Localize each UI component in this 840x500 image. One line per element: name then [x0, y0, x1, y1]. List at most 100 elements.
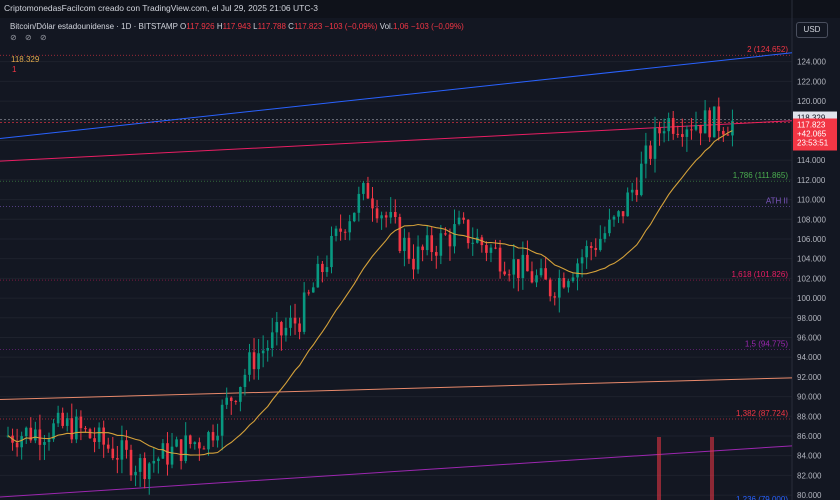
candle-body — [321, 263, 324, 273]
candle-body — [170, 446, 174, 465]
candle-body — [475, 237, 479, 243]
watermark-text: CriptomonedasFacilcom creado con Trading… — [4, 3, 319, 13]
candle-body — [252, 352, 256, 370]
candle-body — [298, 323, 301, 332]
candle-body — [430, 235, 434, 253]
candle-body — [434, 252, 438, 256]
candle-body — [143, 458, 146, 480]
candle-body — [585, 246, 588, 258]
candle-body — [61, 412, 64, 426]
candle-body — [690, 129, 693, 131]
fib-level-label: 1,236 (79.000) — [736, 495, 788, 500]
currency-button[interactable]: USD — [796, 22, 828, 38]
candle-body — [526, 254, 529, 272]
y-tick-label: 114.000 — [797, 156, 826, 165]
candle-body — [352, 212, 356, 222]
y-tick-label: 122.000 — [797, 77, 826, 86]
candle-body — [129, 449, 133, 476]
candle-body — [293, 317, 297, 324]
candle-body — [626, 192, 629, 217]
candle-body — [280, 322, 283, 336]
candle-body — [658, 127, 661, 134]
volume-label: Vol. — [379, 22, 394, 31]
candle-body — [635, 189, 639, 196]
candle-body — [608, 219, 611, 234]
candle-body — [580, 257, 584, 264]
candle-body — [722, 130, 725, 135]
y-tick-label: 100.000 — [797, 294, 826, 303]
candle-body — [311, 287, 315, 293]
indicator-visibility-icons[interactable]: ⊘ ⊘ ⊘ — [10, 33, 50, 42]
candle-body — [84, 428, 87, 430]
candle-body — [79, 416, 83, 429]
candle-body — [15, 442, 19, 448]
candle-body — [134, 471, 137, 476]
trendline-purple-channel — [0, 445, 793, 498]
y-tick-label: 120.000 — [797, 97, 826, 106]
fib-level-label: ATH II — [766, 196, 788, 205]
volume-change: −103 (−0,09%) — [410, 22, 464, 31]
candle-body — [375, 208, 379, 219]
fib-level-label: 1,5 (94.775) — [745, 340, 788, 349]
candle-body — [366, 183, 370, 199]
open-label: O — [180, 22, 187, 31]
candle-body — [726, 134, 730, 136]
y-tick-label: 96.000 — [797, 333, 822, 342]
last-price-tag — [793, 118, 837, 151]
candle-body — [234, 401, 238, 403]
y-tick-label: 110.000 — [797, 196, 826, 205]
candle-body — [43, 442, 46, 445]
candle-body — [243, 374, 247, 387]
candle-body — [521, 254, 525, 279]
candle-body — [161, 443, 165, 459]
candle-body — [38, 429, 42, 445]
candle-body — [462, 217, 465, 220]
candle-body — [671, 118, 675, 134]
candle-body — [56, 412, 60, 424]
candle-body — [403, 237, 406, 252]
moving-average-line — [7, 130, 733, 456]
candle-body — [416, 246, 420, 270]
candle-body — [662, 131, 666, 134]
candle-body — [412, 258, 415, 270]
candle-body — [667, 118, 670, 132]
candle-body — [88, 429, 92, 439]
candle-body — [70, 418, 74, 440]
candle-body — [603, 233, 607, 239]
candle-body — [539, 268, 543, 276]
candle-body — [29, 427, 33, 441]
candle-body — [562, 278, 566, 288]
candle-body — [284, 327, 288, 336]
candle-body — [457, 217, 461, 225]
candle-body — [343, 231, 347, 233]
candle-body — [102, 427, 105, 445]
candle-body — [644, 145, 648, 164]
candle-body — [202, 448, 206, 450]
candle-body — [699, 124, 702, 134]
y-tick-label: 80.000 — [797, 491, 822, 500]
candle-body — [371, 198, 374, 209]
candle-body — [530, 271, 534, 283]
candle-body — [184, 435, 187, 461]
y-tick-label: 106.000 — [797, 235, 826, 244]
close-value: 117.823 — [293, 22, 323, 31]
last-price-change: +42.065 — [797, 130, 827, 139]
trendline-orange-channel — [0, 377, 793, 401]
candle-body — [97, 427, 101, 443]
candle-body — [339, 228, 342, 232]
candle-body — [535, 275, 538, 283]
candle-body — [553, 296, 557, 298]
candle-body — [307, 292, 311, 294]
candle-body — [211, 432, 215, 441]
candle-body — [599, 238, 602, 250]
candle-body — [229, 397, 233, 402]
bar-countdown: 23:53:51 — [797, 139, 829, 148]
candle-body — [548, 279, 552, 297]
candle-body — [444, 233, 447, 235]
candle-body — [448, 234, 452, 247]
candle-body — [216, 435, 219, 441]
candle-body — [348, 221, 352, 233]
symbol-title[interactable]: Bitcoin/Dólar estadounidense · 1D · BITS… — [10, 22, 178, 31]
candle-body — [494, 247, 497, 249]
